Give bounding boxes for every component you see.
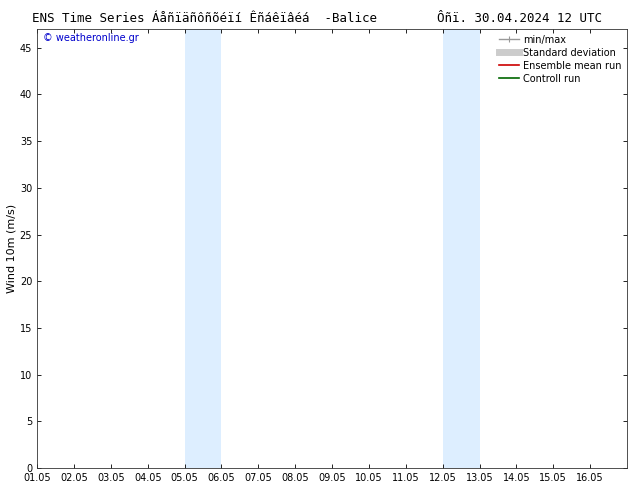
Bar: [184, 29, 221, 468]
Bar: [443, 29, 479, 468]
Text: ENS Time Series Áåñïäñôñõéïí Êñáêïâéá  -Balice        Ôñï. 30.04.2024 12 UTC: ENS Time Series Áåñïäñôñõéïí Êñáêïâéá -B…: [32, 12, 602, 25]
Text: © weatheronline.gr: © weatheronline.gr: [43, 33, 139, 44]
Legend: min/max, Standard deviation, Ensemble mean run, Controll run: min/max, Standard deviation, Ensemble me…: [496, 31, 625, 88]
Y-axis label: Wind 10m (m/s): Wind 10m (m/s): [7, 204, 17, 293]
